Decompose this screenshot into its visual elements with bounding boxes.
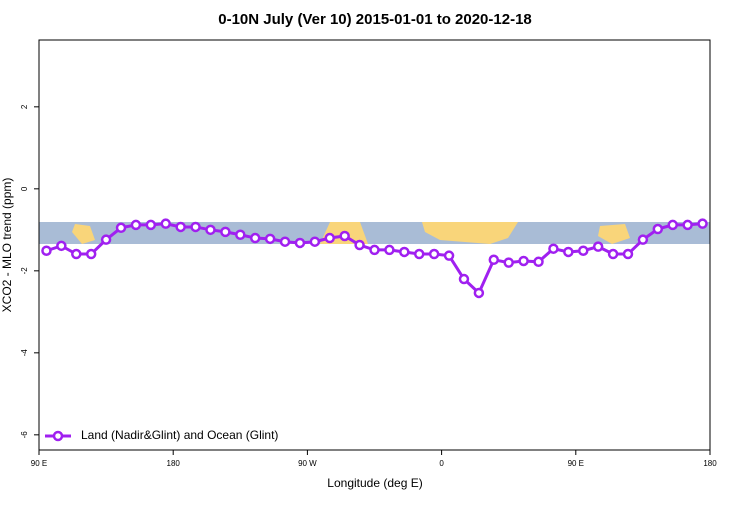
point (190, 221, 201, 233)
point (607, 248, 619, 260)
point (339, 230, 350, 242)
y-tick-label: 0 (20, 186, 29, 191)
point (115, 222, 127, 234)
point (428, 248, 440, 260)
point (682, 219, 693, 231)
point (354, 239, 365, 251)
point (413, 248, 425, 260)
y-tick-label: -6 (20, 431, 29, 439)
point (100, 234, 112, 245)
point (175, 221, 186, 233)
point (205, 224, 216, 236)
point (503, 257, 514, 268)
chart-title: 0-10N July (Ver 10) 2015-01-01 to 2020-1… (218, 11, 532, 28)
point (130, 219, 142, 231)
x-tick-label: 90 E (31, 459, 47, 468)
point (56, 240, 67, 252)
point (220, 226, 231, 238)
point (622, 248, 634, 260)
x-tick-label: 180 (167, 459, 181, 468)
point (85, 248, 97, 260)
map-land (72, 224, 95, 244)
point (443, 250, 455, 261)
x-tick-label: 90 W (298, 459, 317, 468)
point (697, 218, 708, 229)
point (578, 245, 589, 256)
point (235, 229, 246, 240)
point (563, 246, 574, 258)
point (652, 223, 664, 235)
point (637, 234, 649, 245)
point (324, 232, 336, 244)
point (533, 256, 544, 268)
x-tick-label: 0 (439, 459, 444, 468)
point (369, 244, 380, 256)
y-axis-label: XCO2 - MLO trend (ppm) (0, 178, 14, 313)
y-tick-label: -2 (20, 267, 29, 275)
point (399, 246, 410, 258)
point (458, 273, 470, 285)
point (145, 219, 157, 231)
point (309, 236, 321, 247)
x-tick-label: 180 (703, 459, 717, 468)
point (548, 243, 559, 254)
legend-label: Land (Nadir&Glint) and Ocean (Glint) (81, 428, 278, 442)
x-axis-label: Longitude (deg E) (327, 476, 422, 490)
point (279, 236, 291, 247)
legend-marker (52, 430, 64, 442)
y-tick-label: 2 (20, 104, 29, 109)
point (264, 233, 276, 245)
point (294, 237, 306, 249)
point (249, 232, 261, 244)
map-land (422, 222, 518, 244)
point (473, 287, 485, 299)
map-land (598, 224, 630, 244)
x-tick-label: 90 E (568, 459, 584, 468)
point (592, 241, 604, 252)
point (384, 244, 395, 256)
point (71, 248, 82, 260)
plot-frame (38, 39, 711, 451)
point (41, 245, 52, 256)
point (518, 255, 529, 267)
point (160, 218, 171, 229)
y-tick-label: -4 (20, 349, 29, 357)
point (667, 219, 678, 231)
point (488, 254, 500, 266)
